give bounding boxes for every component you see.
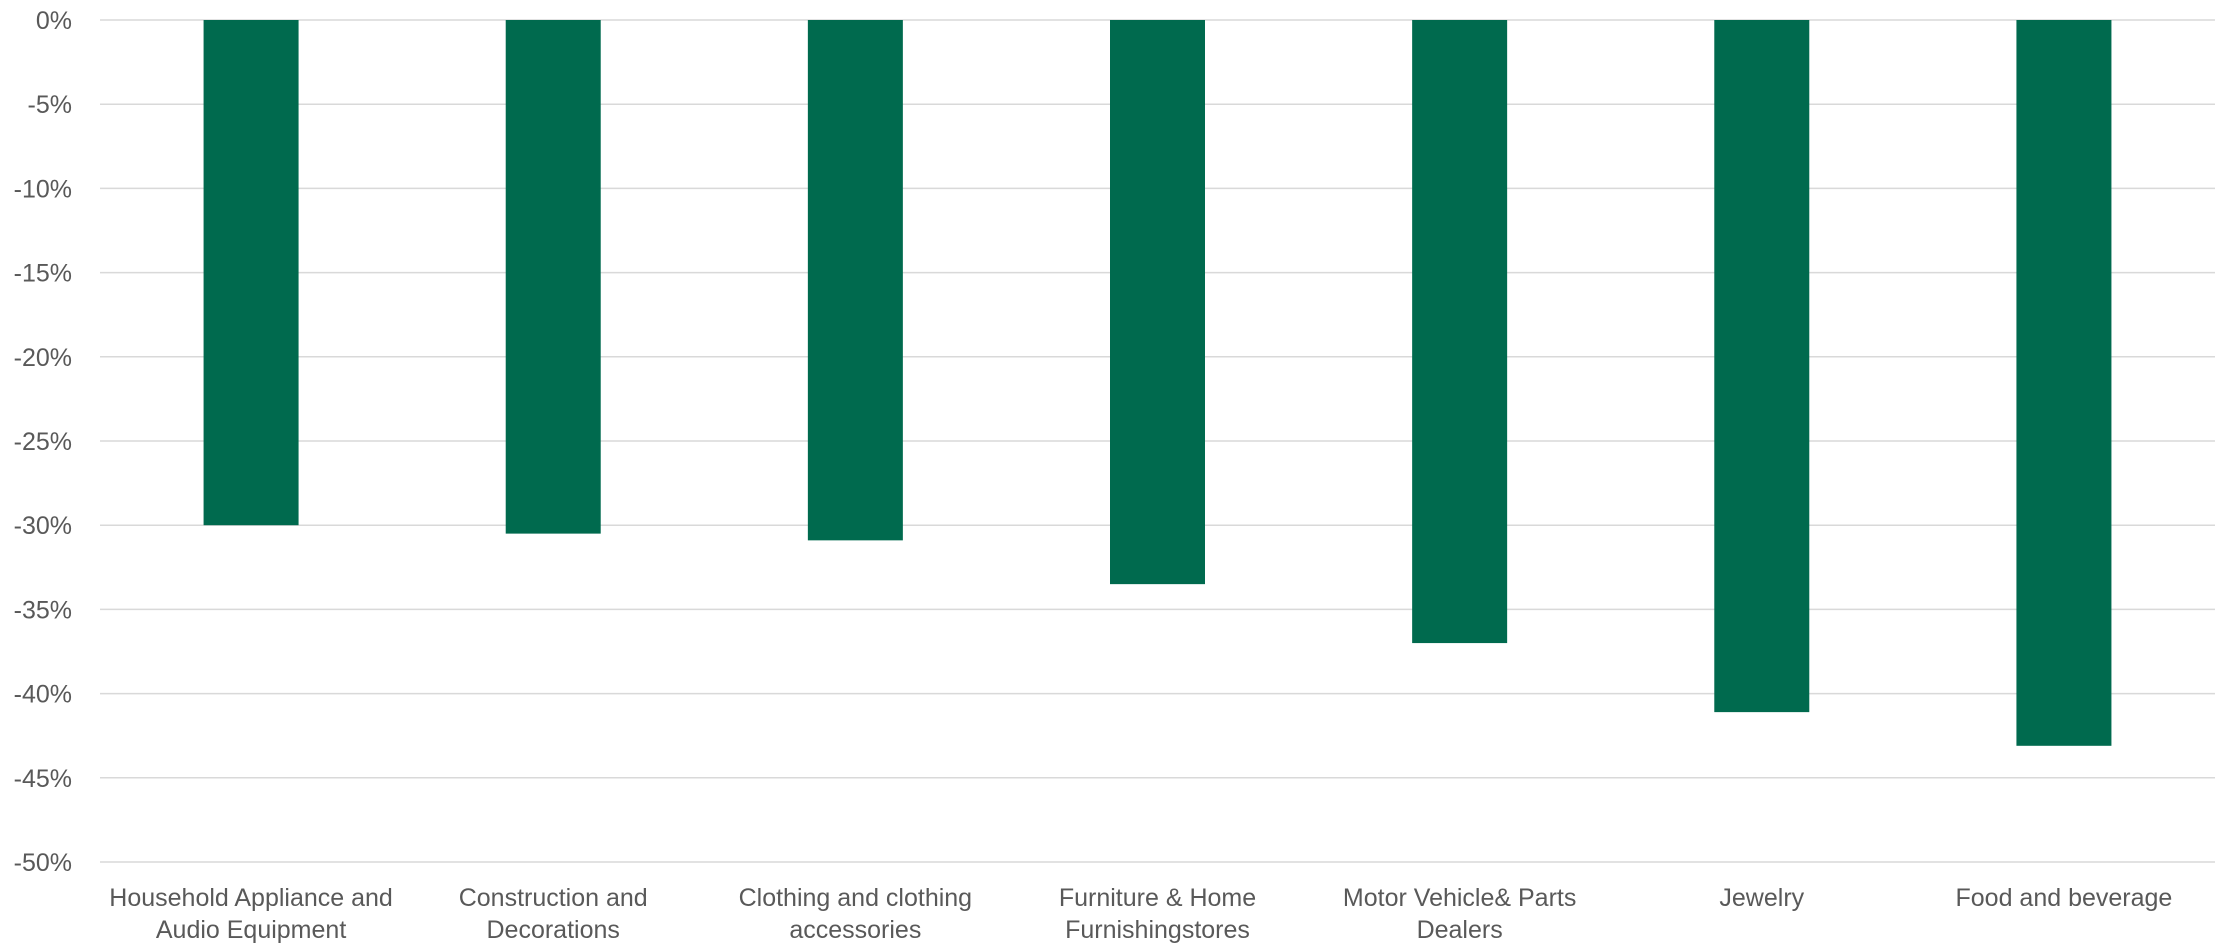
x-category-label: Jewelry <box>1719 884 1804 912</box>
bar <box>807 20 903 541</box>
y-tick-label: -50% <box>14 849 72 877</box>
y-tick-label: -20% <box>14 344 72 372</box>
bar <box>505 20 601 534</box>
x-category-label: Motor Vehicle& Parts Dealers <box>1343 884 1576 944</box>
x-category-label-line: Furnishingstores <box>1065 916 1250 944</box>
y-tick-label: -45% <box>14 765 72 793</box>
x-axis-category-labels: Household Appliance and Audio Equipment Co… <box>109 884 2172 944</box>
x-category-label-line: Furniture & Home <box>1059 884 1256 912</box>
x-category-label-line: Motor Vehicle& Parts <box>1343 884 1576 912</box>
y-tick-label: -10% <box>14 175 72 203</box>
x-category-label-line: accessories <box>789 916 921 944</box>
x-category-label-line: Decorations <box>487 916 620 944</box>
bar <box>1714 20 1810 713</box>
x-category-label: Furniture & Home Furnishingstores <box>1059 884 1256 944</box>
y-tick-label: -5% <box>28 91 72 119</box>
x-category-label: Food and beverage <box>1956 884 2173 912</box>
y-axis-tick-labels: 0% -5% -10% -15% -20% -25% -30% -35% -40% -45% -50… <box>14 7 72 877</box>
x-category-label: Clothing and clothing accessories <box>739 884 973 944</box>
y-tick-label: -15% <box>14 260 72 288</box>
x-category-label: Household Appliance and Audio Equipment <box>109 884 393 944</box>
bar <box>2016 20 2112 746</box>
x-category-label-line: Dealers <box>1417 916 1503 944</box>
x-category-label: Construction and Decorations <box>459 884 648 944</box>
x-category-label-line: Jewelry <box>1719 884 1804 912</box>
x-category-label-line: Household Appliance and <box>109 884 393 912</box>
x-category-label-line: Food and beverage <box>1956 884 2173 912</box>
x-category-label-line: Clothing and clothing <box>739 884 973 912</box>
y-tick-label: -30% <box>14 512 72 540</box>
y-tick-label: -35% <box>14 596 72 624</box>
bar <box>203 20 299 526</box>
bar <box>1412 20 1508 644</box>
y-tick-label: 0% <box>36 7 72 35</box>
x-category-label-line: Construction and <box>459 884 648 912</box>
bar <box>1110 20 1205 585</box>
x-category-label-line: Audio Equipment <box>156 916 346 944</box>
bars <box>203 20 2112 746</box>
y-tick-label: -40% <box>14 681 72 709</box>
y-tick-label: -25% <box>14 428 72 456</box>
